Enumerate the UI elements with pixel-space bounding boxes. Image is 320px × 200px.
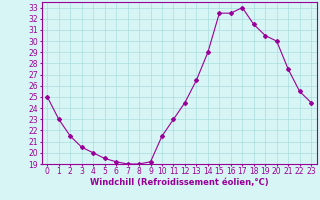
X-axis label: Windchill (Refroidissement éolien,°C): Windchill (Refroidissement éolien,°C) [90, 178, 268, 187]
